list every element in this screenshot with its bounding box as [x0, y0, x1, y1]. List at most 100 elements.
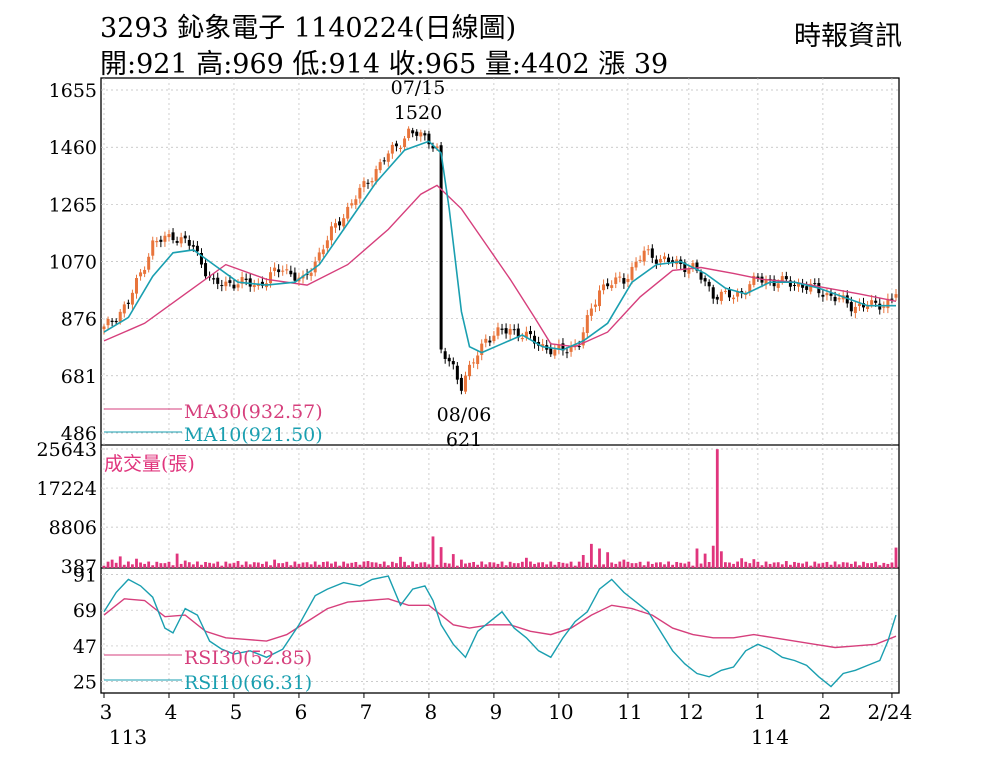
volume-bar	[756, 561, 760, 568]
candle-body	[801, 283, 805, 288]
candle-body	[821, 294, 825, 297]
volume-bar	[346, 563, 350, 568]
volume-bar	[269, 565, 272, 568]
candle-body	[541, 344, 545, 347]
volume-bar	[163, 563, 167, 568]
volume-bar	[281, 563, 285, 568]
candle-body	[248, 278, 252, 287]
volume-bar	[577, 561, 581, 568]
volume-bar	[866, 563, 869, 568]
volume-bar	[894, 547, 898, 568]
candle-body	[845, 295, 849, 304]
volume-bar	[870, 563, 874, 568]
volume-bar	[549, 561, 553, 568]
candle-body	[524, 331, 528, 338]
volume-bar	[492, 562, 496, 568]
volume-bar	[618, 561, 622, 568]
candle-body	[224, 281, 228, 287]
candle-body	[175, 241, 179, 243]
candle-body	[240, 277, 244, 284]
x-tick-label: 12	[678, 700, 703, 724]
candle-body	[589, 308, 593, 316]
volume-bar	[362, 561, 366, 568]
candle-body	[309, 272, 313, 276]
volume-bar	[719, 551, 723, 568]
candle-body	[667, 257, 671, 262]
volume-bar	[711, 545, 715, 568]
candle-body	[220, 285, 224, 287]
candle-body	[557, 344, 561, 350]
volume-bar	[366, 561, 370, 568]
candle-body	[183, 235, 187, 239]
volume-bar	[817, 563, 821, 568]
candle-body	[411, 130, 415, 134]
volume-bar	[829, 564, 833, 568]
candle-body	[533, 335, 537, 344]
candle-body	[338, 221, 342, 226]
candle-body	[764, 279, 768, 285]
volume-bar	[594, 564, 597, 568]
volume-bar	[378, 563, 382, 568]
volume-bar	[472, 561, 475, 568]
volume-bar	[451, 554, 455, 568]
volume-bar	[321, 561, 325, 568]
volume-bar	[236, 561, 240, 568]
volume-bar	[374, 562, 378, 568]
candle-body	[488, 340, 492, 343]
volume-bar	[208, 562, 211, 568]
trough-value-label: 621	[446, 429, 482, 451]
volume-bar	[386, 565, 390, 568]
candle-body	[476, 355, 480, 364]
candle-body	[792, 284, 796, 286]
candle-body	[386, 153, 390, 162]
candle-body	[285, 269, 289, 271]
x-tick-label: 4	[165, 700, 178, 724]
volume-bar	[744, 561, 748, 568]
volume-bar	[801, 563, 804, 568]
volume-bar	[752, 559, 756, 568]
candle-body	[147, 256, 151, 270]
volume-bar	[500, 561, 504, 568]
candle-body	[122, 304, 126, 314]
volume-bar	[447, 563, 451, 568]
volume-bar	[789, 564, 792, 568]
x-tick-label: 10	[548, 700, 573, 724]
rsi30-legend-label: RSI30(52.85)	[184, 647, 312, 669]
candle-body	[390, 144, 394, 154]
candle-body	[638, 259, 642, 261]
candle-body	[358, 187, 362, 199]
volume-bar	[139, 562, 142, 568]
candle-body	[598, 290, 602, 307]
volume-bar	[715, 449, 719, 568]
candle-body	[569, 346, 573, 352]
volume-bar	[159, 563, 163, 568]
candle-body	[216, 277, 220, 284]
volume-bar	[736, 561, 739, 568]
volume-bar	[679, 562, 683, 568]
candle-body	[102, 326, 106, 330]
volume-tick-label: 25643	[37, 439, 97, 461]
candle-body	[114, 320, 118, 323]
candle-body	[516, 328, 520, 338]
volume-bar	[305, 562, 309, 568]
candle-body	[281, 270, 285, 272]
volume-bar	[102, 565, 106, 568]
year-label: 113	[109, 725, 147, 749]
x-tick-label: 11	[617, 700, 642, 724]
volume-bar	[622, 559, 626, 568]
volume-bar	[862, 561, 865, 568]
candle-body	[435, 146, 439, 149]
volume-bar	[277, 563, 281, 568]
candle-body	[727, 289, 731, 298]
candle-body	[581, 332, 585, 346]
candle-body	[634, 261, 638, 268]
rsi-tick-label: 47	[73, 636, 97, 658]
volume-bar	[191, 564, 195, 568]
candle-body	[752, 275, 756, 285]
candle-body	[398, 147, 402, 149]
volume-bar	[431, 536, 435, 568]
candle-body	[626, 278, 630, 282]
candle-body	[630, 266, 634, 280]
volume-bar	[760, 565, 764, 568]
price-tick-label: 486	[61, 423, 97, 445]
